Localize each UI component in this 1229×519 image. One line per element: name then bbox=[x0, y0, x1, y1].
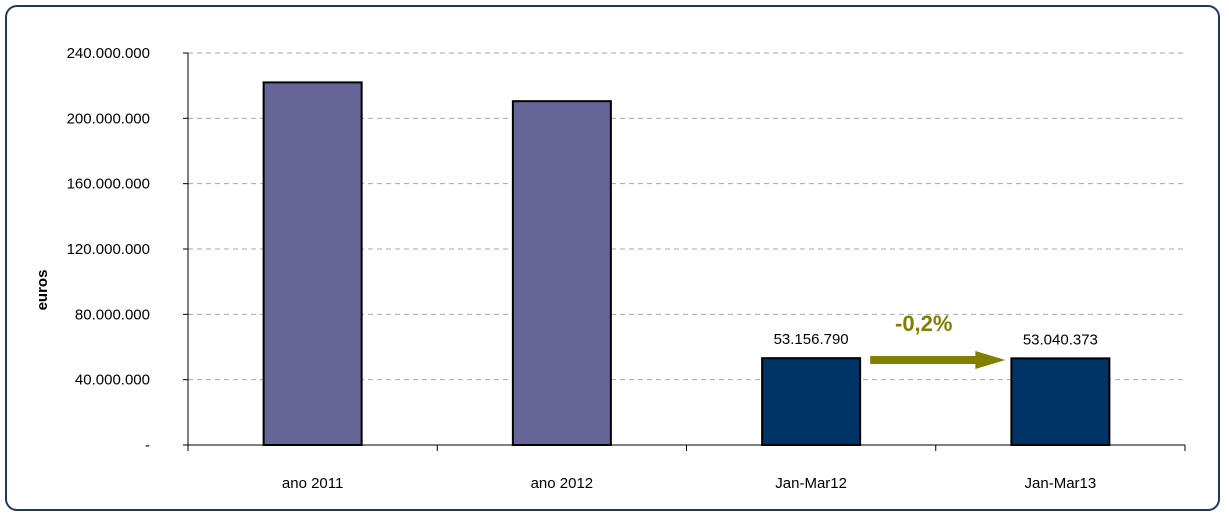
change-label: -0,2% bbox=[895, 311, 952, 336]
arrow-icon bbox=[975, 351, 1006, 369]
y-tick-label: 120.000.000 bbox=[67, 241, 150, 258]
change-annotation: -0,2% bbox=[870, 311, 1006, 369]
bar-2 bbox=[511, 100, 612, 447]
y-tick-label: 80.000.000 bbox=[75, 306, 150, 323]
y-axis-ticks: - 40.000.000 80.000.000 120.000.000 160.000.… bbox=[67, 45, 188, 454]
y-tick-label: 200.000.000 bbox=[67, 110, 150, 127]
bars bbox=[262, 81, 1111, 447]
y-tick-label: 40.000.000 bbox=[75, 372, 150, 389]
data-label: 53.040.373 bbox=[1023, 331, 1098, 348]
x-tick-label: ano 2011 bbox=[282, 475, 343, 492]
y-tick-label: 160.000.000 bbox=[67, 176, 150, 193]
data-labels: 53.156.790 53.040.373 bbox=[774, 331, 1098, 348]
y-tick-label: 240.000.000 bbox=[67, 45, 150, 62]
data-label: 53.156.790 bbox=[774, 331, 849, 348]
bar-1 bbox=[262, 81, 363, 447]
x-tick-label: Jan-Mar13 bbox=[1025, 475, 1097, 492]
y-tick-label: - bbox=[145, 437, 150, 454]
x-axis: ano 2011 ano 2012 Jan-Mar12 Jan-Mar13 bbox=[187, 53, 1186, 492]
bar-4 bbox=[1010, 357, 1111, 447]
y-axis-label: euros bbox=[34, 270, 51, 311]
x-tick-label: ano 2012 bbox=[531, 475, 594, 492]
x-tick-label: Jan-Mar12 bbox=[775, 475, 847, 492]
bar-3 bbox=[761, 357, 862, 446]
